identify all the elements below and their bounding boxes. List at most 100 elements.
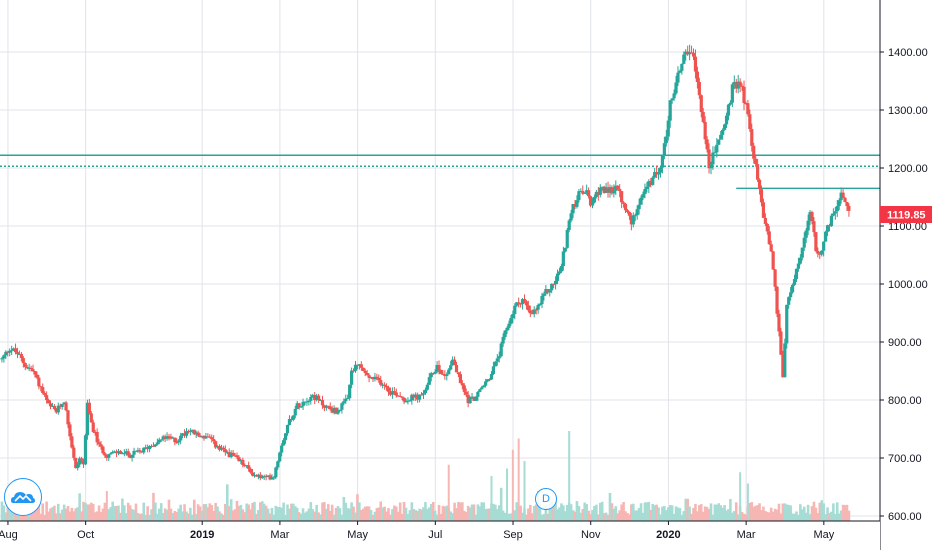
candle-body bbox=[662, 143, 666, 156]
event-marker-badge[interactable]: D bbox=[535, 488, 557, 510]
volume-spike bbox=[739, 472, 742, 521]
candle-body bbox=[229, 452, 233, 458]
volume-bar bbox=[301, 508, 305, 521]
candle-body bbox=[493, 361, 497, 367]
volume-bar bbox=[237, 505, 241, 521]
volume-bar bbox=[631, 503, 635, 521]
candle-body bbox=[754, 158, 758, 165]
candle-body bbox=[536, 304, 540, 310]
volume-bar bbox=[255, 513, 258, 521]
candle-body bbox=[796, 263, 801, 269]
candle-body bbox=[37, 377, 41, 387]
candle-body bbox=[280, 445, 284, 453]
volume-bar bbox=[806, 504, 810, 521]
candle-body bbox=[388, 391, 393, 395]
volume-bar bbox=[509, 513, 513, 521]
volume-bar bbox=[210, 504, 214, 521]
candle-body bbox=[812, 221, 816, 233]
candle-body bbox=[72, 447, 76, 458]
candle-body bbox=[715, 144, 719, 153]
candle-body bbox=[639, 197, 643, 205]
candle-body bbox=[478, 389, 482, 392]
volume-bar bbox=[665, 510, 668, 521]
candle-body bbox=[103, 453, 107, 456]
volume-bar bbox=[412, 509, 416, 521]
volume-bar bbox=[51, 507, 54, 521]
volume-bar bbox=[532, 506, 536, 521]
candle-body bbox=[794, 268, 799, 280]
candle-body bbox=[93, 431, 97, 433]
volume-bar bbox=[245, 503, 249, 521]
candle-body bbox=[60, 403, 64, 407]
candle-body bbox=[501, 336, 505, 344]
volume-bar bbox=[375, 507, 379, 521]
candle-body bbox=[538, 304, 542, 306]
candle-body bbox=[186, 431, 191, 433]
volume-bar bbox=[824, 514, 827, 521]
volume-bar bbox=[499, 487, 503, 521]
candle-body bbox=[571, 204, 575, 214]
volume-bar bbox=[243, 512, 247, 521]
candle-body bbox=[418, 394, 422, 400]
candle-body bbox=[437, 365, 441, 370]
volume-bar bbox=[344, 502, 348, 521]
time-tick-label: Oct bbox=[77, 529, 94, 541]
candle-body bbox=[756, 164, 760, 180]
volume-bar bbox=[259, 502, 262, 521]
volume-bar bbox=[752, 506, 756, 521]
volume-bar bbox=[264, 505, 268, 521]
candle-body bbox=[550, 283, 554, 291]
volume-bar bbox=[194, 514, 198, 521]
candle-body bbox=[598, 187, 602, 195]
volume-bar bbox=[563, 511, 567, 521]
candle-body bbox=[266, 475, 270, 478]
candle-body bbox=[789, 292, 793, 298]
candle-body bbox=[336, 410, 340, 414]
candle-body bbox=[97, 442, 101, 445]
volume-bar bbox=[800, 509, 804, 521]
price-axis-panel[interactable] bbox=[880, 0, 932, 550]
volume-bar bbox=[593, 505, 596, 521]
volume-bar bbox=[284, 514, 287, 521]
candle-body bbox=[423, 389, 428, 394]
volume-bar bbox=[251, 503, 254, 521]
volume-bar bbox=[414, 510, 418, 521]
candle-body bbox=[215, 446, 220, 448]
candle-body bbox=[320, 399, 325, 406]
volume-bar bbox=[115, 505, 118, 521]
candle-body bbox=[798, 257, 802, 264]
volume-bar bbox=[126, 502, 130, 521]
volume-bar bbox=[354, 512, 357, 521]
cloud-logo-icon[interactable] bbox=[4, 478, 42, 516]
candle-body bbox=[344, 398, 348, 402]
candle-body bbox=[165, 436, 169, 439]
volume-bar bbox=[731, 512, 734, 521]
volume-bar bbox=[841, 504, 845, 521]
candle-body bbox=[17, 353, 22, 355]
volume-bar bbox=[47, 511, 50, 521]
time-axis-panel[interactable] bbox=[0, 521, 880, 550]
volume-bar bbox=[717, 503, 721, 521]
volume-bar bbox=[367, 506, 371, 521]
candle-body bbox=[707, 149, 711, 169]
candle-body bbox=[25, 366, 29, 369]
candle-body bbox=[585, 190, 589, 193]
candle-body bbox=[250, 472, 255, 476]
candle-body bbox=[765, 223, 769, 232]
volume-bar bbox=[225, 484, 229, 521]
candle-body bbox=[829, 215, 834, 227]
volume-bar bbox=[670, 505, 674, 521]
candle-body bbox=[548, 290, 552, 293]
candle-body bbox=[569, 213, 573, 221]
candle-body bbox=[439, 369, 443, 374]
candle-body bbox=[217, 446, 222, 450]
price-tick-label: 1300.00 bbox=[888, 105, 928, 117]
volume-bar bbox=[163, 508, 167, 521]
candle-body bbox=[138, 450, 142, 452]
volume-bar bbox=[468, 507, 472, 521]
candle-body bbox=[27, 367, 31, 369]
volume-bar bbox=[136, 512, 140, 521]
candle-body bbox=[748, 114, 752, 130]
candle-body bbox=[29, 367, 33, 370]
